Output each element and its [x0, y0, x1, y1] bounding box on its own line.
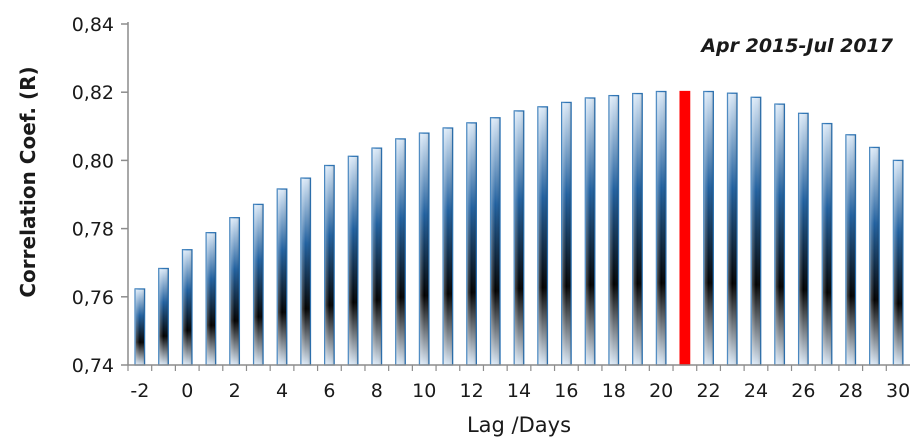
x-tick-label: 2	[229, 380, 241, 402]
bar-shading	[324, 165, 335, 365]
x-tick-label: 10	[412, 380, 436, 402]
bar-shading	[632, 93, 643, 365]
x-tick-label: 0	[181, 380, 193, 402]
x-tick-label: 30	[886, 380, 910, 402]
y-tick-label: 0,80	[72, 150, 114, 172]
bar-shading	[135, 288, 145, 365]
bar-series	[134, 90, 904, 366]
bar-shading	[419, 133, 429, 365]
x-tick-label: 26	[791, 380, 815, 402]
bar-shading	[229, 217, 240, 365]
y-tick-label: 0,82	[72, 82, 114, 104]
axes	[121, 22, 910, 371]
bar-shading	[656, 91, 666, 366]
bar-shading	[561, 102, 572, 366]
x-tick-label: 28	[839, 380, 863, 402]
bar-shading	[277, 189, 287, 365]
bar-highlight	[679, 90, 691, 366]
bar-shading	[253, 204, 264, 365]
y-tick-label: 0,74	[72, 355, 114, 377]
x-tick-label: 20	[649, 380, 673, 402]
bar-shading	[490, 117, 501, 366]
bar-shading	[869, 147, 880, 365]
bar-shading	[774, 104, 785, 365]
tick-labels: 0,740,760,780,800,820,84-2 0 2 4 6 8 10 12 14 16 1…	[72, 14, 911, 402]
y-axis-label: Correlation Coef. (R)	[16, 66, 40, 297]
bar-shading	[348, 156, 358, 365]
bar-shading	[585, 98, 595, 365]
bar-shading	[703, 91, 714, 366]
x-tick-label: -2	[130, 380, 149, 402]
x-tick-label: 16	[554, 380, 578, 402]
x-axis-label: Lag /Days	[467, 413, 571, 437]
bar-shading	[443, 128, 453, 365]
bar-shading	[537, 106, 548, 366]
y-tick-label: 0,84	[72, 14, 114, 36]
bar-shading	[372, 148, 382, 365]
bar-shading	[822, 123, 832, 365]
x-tick-label: 4	[276, 380, 288, 402]
bar-shading	[395, 138, 406, 365]
y-tick-label: 0,78	[72, 219, 114, 241]
bar-shading	[846, 134, 856, 365]
bar-shading	[514, 110, 524, 365]
bar-shading	[798, 113, 809, 365]
bar-shading	[206, 232, 216, 365]
bar-shading	[751, 97, 761, 365]
x-tick-label: 22	[696, 380, 720, 402]
bar-shading	[466, 122, 477, 365]
x-tick-label: 6	[323, 380, 335, 402]
x-tick-label: 14	[507, 380, 531, 402]
bar-shading	[893, 160, 903, 365]
period-annotation: Apr 2015-Jul 2017	[699, 35, 893, 57]
bar-shading	[300, 178, 311, 365]
bar-shading	[182, 249, 192, 365]
x-tick-label: 18	[602, 380, 626, 402]
x-tick-label: 8	[371, 380, 383, 402]
x-tick-label: 24	[744, 380, 768, 402]
bar-shading	[158, 268, 169, 365]
x-tick-label: 12	[460, 380, 484, 402]
bar-shading	[609, 95, 619, 366]
y-tick-label: 0,76	[72, 287, 114, 309]
bar-shading	[727, 93, 738, 365]
